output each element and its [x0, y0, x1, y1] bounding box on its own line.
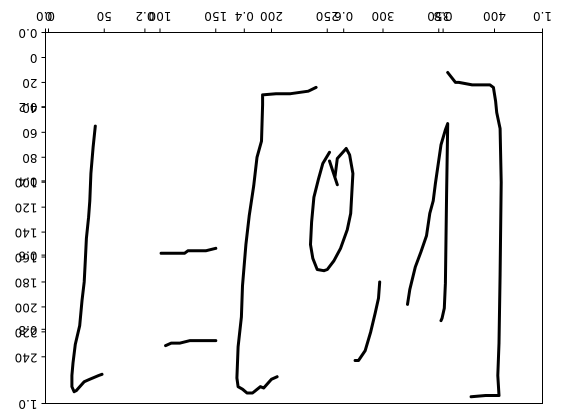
stroke-9: [446, 71, 503, 399]
x-tick-label-norm: 0.4: [235, 9, 254, 23]
y-tick-label-norm: 0.6: [18, 249, 37, 263]
x-tick-label-norm: 0.0: [36, 9, 55, 23]
y-tick-label-px: 120: [15, 201, 38, 215]
x-tick-label-px: 200: [260, 9, 283, 23]
y-tick-label-norm: 0.2: [18, 100, 37, 114]
stroke-4: [235, 85, 318, 395]
y-tick-label-norm: 0.0: [18, 26, 37, 40]
x-tick-label-px: 250: [316, 9, 339, 23]
y-tick-label-px: 80: [22, 151, 37, 165]
tick-label-group: 0.0 0.2 0.4 0.6 0.8 1.0 0.0 0.2 0.4 0.6 0.8 1.0 0 50 1…: [15, 9, 552, 411]
y-tick-label-px: 240: [15, 350, 38, 364]
y-tick-label-px: 200: [15, 300, 38, 314]
y-tick-label-norm: 0.4: [18, 174, 37, 188]
y-tick-label-px: 100: [15, 176, 38, 190]
y-tick-label-px: 180: [15, 275, 38, 289]
plot-frame: [45, 32, 543, 404]
x-tick-label-px: 100: [149, 9, 172, 23]
stroke-2: [159, 246, 218, 255]
x-tick-label-norm: 0.2: [135, 9, 154, 23]
stroke-1: [70, 124, 104, 394]
stroke-group: [70, 71, 503, 399]
y-tick-label-px: 140: [15, 226, 38, 240]
x-tick-label-norm: 1.0: [533, 9, 552, 23]
x-tick-label-px: 350: [427, 9, 450, 23]
stroke-7: [353, 280, 382, 362]
x-tick-label-norm: 0.8: [434, 9, 453, 23]
stroke-5: [309, 147, 355, 273]
y-tick-label-px: 60: [22, 126, 37, 140]
stroke-6: [328, 159, 339, 187]
x-tick-label-px: 150: [204, 9, 227, 23]
y-tick-label-px: 220: [15, 325, 38, 339]
stroke-8: [406, 122, 450, 323]
tick-group: [41, 28, 543, 404]
y-tick-label-px: 160: [15, 251, 38, 265]
stroke-3: [164, 339, 218, 348]
y-tick-label-px: 0: [30, 51, 38, 65]
y-tick-label-px: 40: [22, 101, 37, 115]
x-tick-label-px: 400: [483, 9, 506, 23]
y-tick-label-norm: 0.8: [18, 323, 37, 337]
x-tick-label-norm: 0.6: [334, 9, 353, 23]
x-tick-label-px: 50: [97, 9, 112, 23]
x-tick-label-px: 0: [45, 9, 53, 23]
x-tick-label-px: 300: [372, 9, 395, 23]
y-tick-label-px: 20: [22, 76, 37, 90]
y-tick-label-norm: 1.0: [18, 397, 37, 411]
